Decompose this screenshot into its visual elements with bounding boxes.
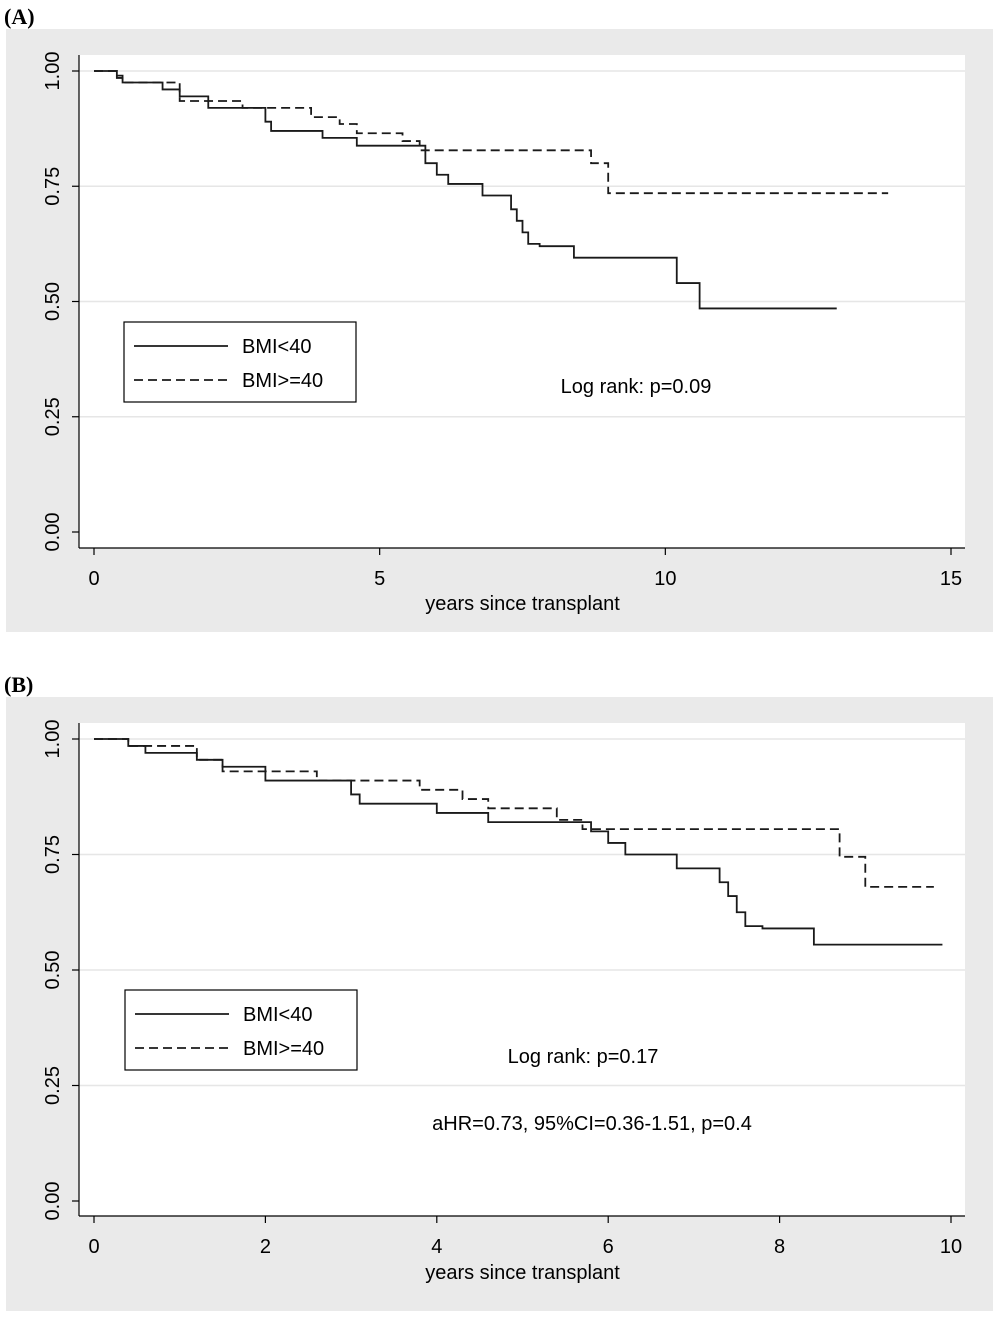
x-axis-title: years since transplant: [425, 593, 620, 615]
y-tick-label: 0.25: [42, 397, 64, 436]
x-tick-label: 4: [431, 1236, 442, 1258]
x-tick-label: 6: [603, 1236, 614, 1258]
series-line-bmi-ge-40: [94, 70, 889, 195]
x-axis-title: years since transplant: [425, 1262, 620, 1284]
legend-label: BMI>=40: [242, 370, 323, 392]
chart-annotation: aHR=0.73, 95%CI=0.36-1.51, p=0.4: [432, 1113, 752, 1135]
x-tick-label: 10: [940, 1236, 962, 1258]
series-line-bmi-lt-40: [94, 738, 943, 946]
x-tick-label: 0: [88, 1236, 99, 1258]
y-tick-label: 0.00: [42, 1182, 64, 1221]
y-tick-label: 0.50: [42, 951, 64, 990]
x-tick-label: 10: [654, 568, 676, 590]
y-tick-label: 0.50: [42, 282, 64, 321]
x-tick-label: 5: [374, 568, 385, 590]
legend-box: [123, 321, 357, 403]
survival-chart-a: 0.00 0.25 0.50 0.75 1.00 0 5 10 15 years since tr…: [42, 52, 965, 615]
legend-box: [124, 989, 358, 1071]
panel-b-label: (B): [4, 672, 34, 697]
x-tick-label: 15: [940, 568, 962, 590]
x-tick-label: 2: [260, 1236, 271, 1258]
y-tick-label: 0.75: [42, 835, 64, 874]
series-line-bmi-ge-40: [94, 738, 934, 888]
legend-label: BMI>=40: [243, 1038, 324, 1060]
y-tick-label: 1.00: [42, 720, 64, 759]
chart-annotation: Log rank: p=0.09: [561, 376, 712, 398]
y-tick-label: 0.25: [42, 1066, 64, 1105]
panel-a-label: (A): [4, 4, 35, 29]
x-tick-label: 8: [774, 1236, 785, 1258]
y-tick-label: 1.00: [42, 52, 64, 91]
chart-annotation: Log rank: p=0.17: [508, 1046, 659, 1068]
legend-label: BMI<40: [242, 336, 311, 358]
y-tick-label: 0.00: [42, 513, 64, 552]
legend-label: BMI<40: [243, 1004, 312, 1026]
x-tick-label: 0: [88, 568, 99, 590]
y-tick-label: 0.75: [42, 167, 64, 206]
